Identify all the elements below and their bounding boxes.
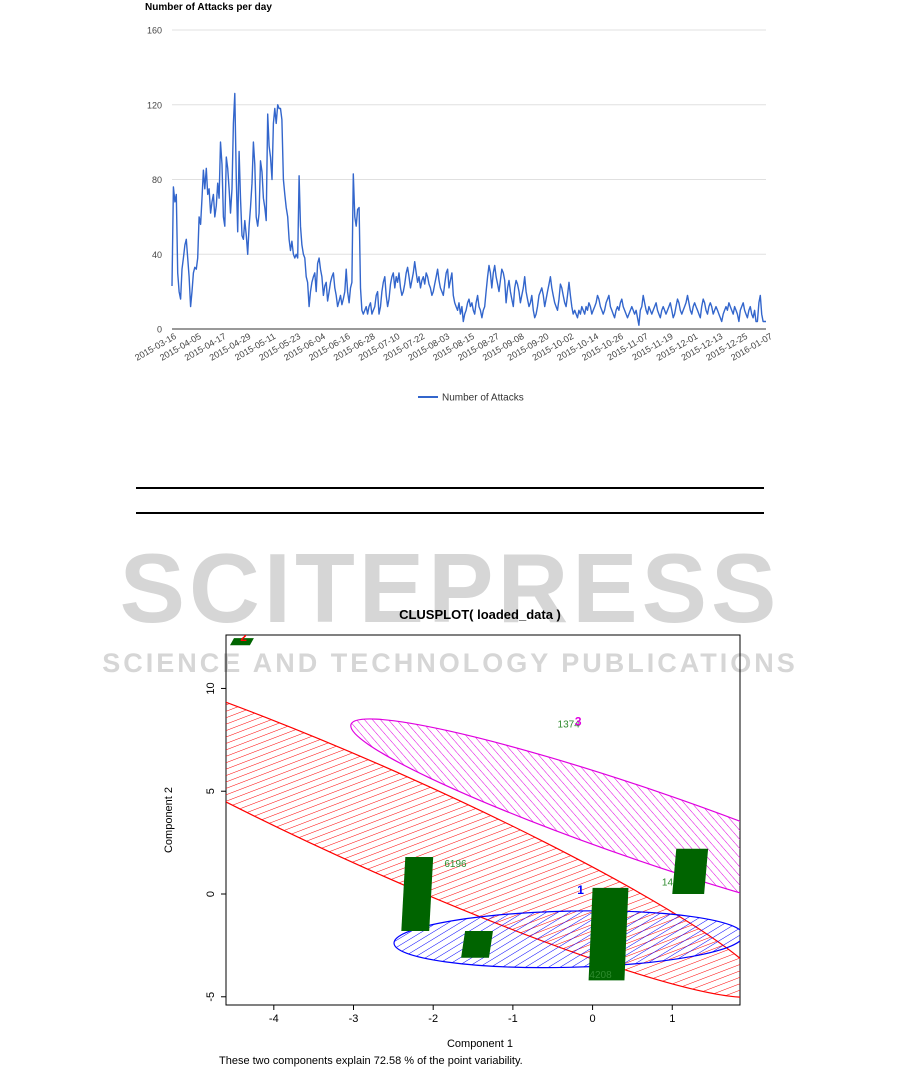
y-tick-label: 120 bbox=[147, 100, 162, 110]
attacks-line-chart: Number of Attacks per day 0 40 80 120 160 20… bbox=[133, 2, 774, 404]
cluster-1-label: 1 bbox=[577, 883, 584, 897]
cluster-2-ellipse bbox=[226, 646, 740, 998]
line-chart-x-ticks: 2015-03-162015-04-052015-04-172015-04-29… bbox=[133, 331, 774, 363]
y-tick-label: 5 bbox=[205, 788, 217, 794]
x-tick-label: -1 bbox=[508, 1013, 518, 1025]
table-bottom-rule bbox=[136, 512, 764, 514]
cluster-3-label: 3 bbox=[575, 714, 582, 728]
legend-label: Number of Attacks bbox=[442, 393, 524, 404]
series-number-of-attacks-line bbox=[171, 92, 766, 326]
clusplot-axes: -4 -3 -2 -1 0 1 -5 0 5 10 bbox=[205, 682, 675, 1025]
x-tick-label: -3 bbox=[349, 1013, 359, 1025]
x-tick-label: 1 bbox=[669, 1013, 675, 1025]
y-tick-label: -5 bbox=[205, 992, 217, 1002]
clusplot-x-label: Component 1 bbox=[447, 1038, 513, 1050]
clusplot-y-label: Component 2 bbox=[163, 787, 175, 853]
line-chart-legend: Number of Attacks bbox=[418, 393, 524, 404]
clusplot-frame bbox=[225, 634, 741, 1006]
point-mass bbox=[461, 931, 493, 958]
point-mass bbox=[672, 848, 709, 894]
y-tick-label: 80 bbox=[152, 175, 162, 185]
point-mass bbox=[588, 887, 629, 981]
y-tick-label: 0 bbox=[205, 891, 217, 897]
y-tick-label: 40 bbox=[152, 250, 162, 260]
clusplot-clusters bbox=[226, 646, 740, 998]
point-label: 6196 bbox=[444, 859, 467, 870]
y-tick-label: 0 bbox=[157, 325, 162, 335]
point-mass bbox=[401, 857, 434, 931]
cluster-3-ellipse bbox=[350, 718, 740, 934]
x-tick-label: -4 bbox=[269, 1013, 279, 1025]
table-top-rule bbox=[136, 487, 764, 489]
point-label: 4208 bbox=[589, 970, 612, 981]
line-chart-y-ticks: 0 40 80 120 160 bbox=[147, 26, 162, 335]
clusplot-caption: These two components explain 72.58 % of … bbox=[219, 1055, 523, 1067]
point-mass bbox=[229, 638, 254, 646]
x-tick-label: 0 bbox=[590, 1013, 596, 1025]
point-label: 1374 bbox=[558, 719, 581, 730]
line-chart-grid bbox=[172, 29, 766, 330]
cluster-2-label: 2 bbox=[240, 630, 247, 644]
clusplot-points: 6196 1374 14 4208 2 1 3 bbox=[229, 630, 709, 981]
clusplot-title: CLUSPLOT( loaded_data ) bbox=[399, 607, 561, 622]
x-tick-label: -2 bbox=[428, 1013, 438, 1025]
clusplot-chart: CLUSPLOT( loaded_data ) -4 -3 -2 -1 0 1 -5 0 5 10… bbox=[163, 607, 741, 1067]
point-label: 14 bbox=[662, 878, 674, 889]
y-tick-label: 160 bbox=[147, 26, 162, 36]
y-tick-label: 10 bbox=[205, 682, 217, 694]
line-chart-title: Number of Attacks per day bbox=[145, 2, 272, 13]
